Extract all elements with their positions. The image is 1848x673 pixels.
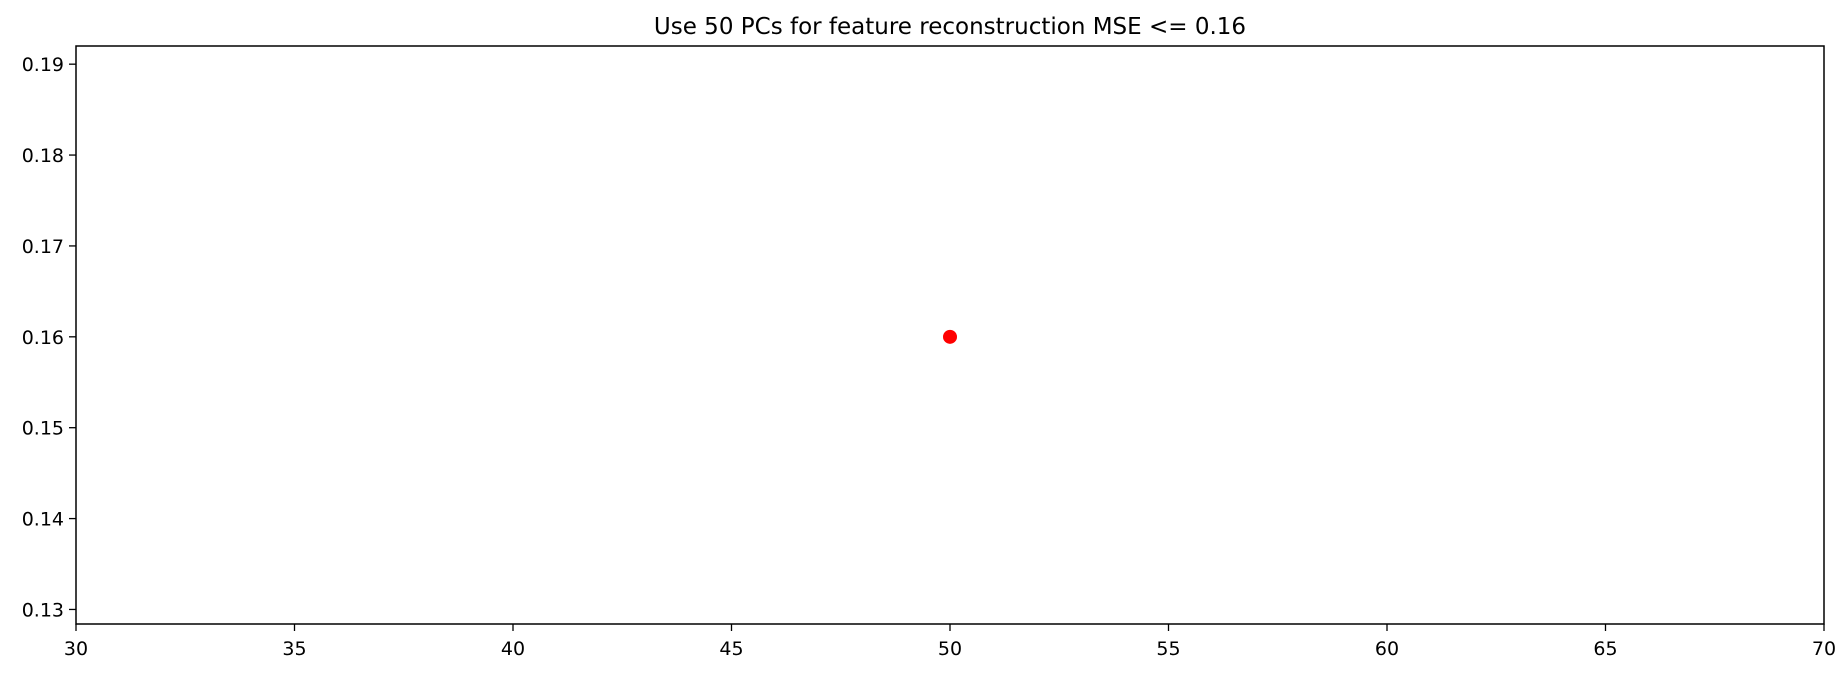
y-tick-label: 0.17 [22, 236, 64, 258]
x-tick-label: 30 [64, 638, 88, 660]
x-axis: 30 35 40 45 50 55 60 65 70 [64, 624, 1836, 660]
x-tick-label: 70 [1812, 638, 1836, 660]
x-tick-label: 35 [282, 638, 306, 660]
x-tick-label: 65 [1593, 638, 1617, 660]
plot-points [943, 329, 957, 344]
y-tick-label: 0.15 [22, 418, 64, 440]
data-point [943, 329, 957, 344]
y-tick-label: 0.18 [22, 145, 64, 167]
y-tick-label: 0.13 [22, 599, 64, 621]
y-tick-label: 0.16 [22, 327, 64, 349]
y-tick-label: 0.19 [22, 54, 64, 76]
chart-title: Use 50 PCs for feature reconstruction MS… [654, 14, 1246, 40]
x-tick-label: 40 [501, 638, 525, 660]
x-tick-label: 55 [1156, 638, 1180, 660]
x-tick-label: 50 [938, 638, 962, 660]
y-tick-label: 0.14 [22, 509, 64, 531]
x-tick-label: 60 [1375, 638, 1399, 660]
y-axis: 0.13 0.14 0.15 0.16 0.17 0.18 0.19 [22, 54, 76, 621]
plot-frame [75, 45, 1825, 625]
x-tick-label: 45 [719, 638, 743, 660]
